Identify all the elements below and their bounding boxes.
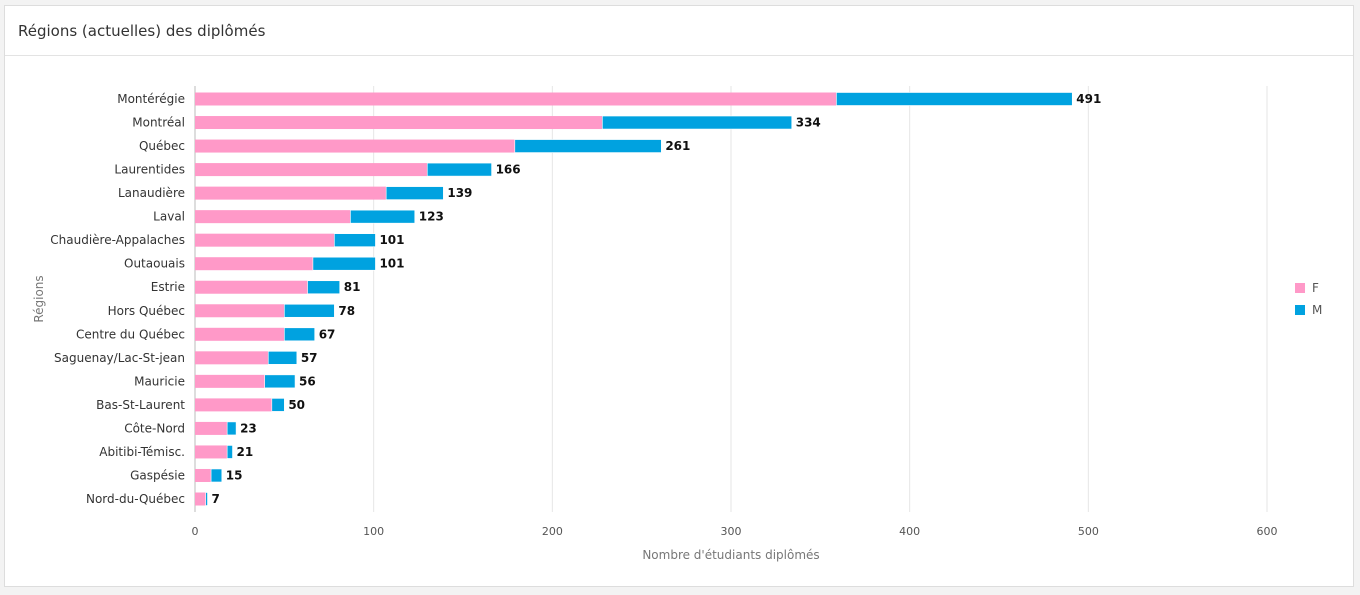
bar-segment-f xyxy=(195,327,285,341)
bar-segment-f xyxy=(195,351,269,365)
bar-total-label: 123 xyxy=(419,210,444,224)
bar-total-label: 101 xyxy=(379,257,404,271)
x-tick-label: 0 xyxy=(192,525,199,538)
bar-chart: 0 100 200 300 400 500 600 Montérégie 491 Montréal… xyxy=(32,86,1322,562)
bar-total-label: 101 xyxy=(379,233,404,247)
bar-segment-f xyxy=(195,468,212,482)
bar-segment-m xyxy=(226,445,233,459)
legend-swatch-m xyxy=(1295,305,1305,315)
category-label: Québec xyxy=(139,139,185,153)
bar-segment-f xyxy=(195,257,313,271)
bar-segment-m xyxy=(514,139,662,153)
bar-segment-f xyxy=(195,163,428,177)
x-tick-label: 300 xyxy=(721,525,742,538)
bar-total-label: 261 xyxy=(665,139,690,153)
bar-segment-f xyxy=(195,492,206,506)
category-label: Laval xyxy=(153,210,185,224)
bar-segment-m xyxy=(307,280,341,295)
bar-total-label: 78 xyxy=(338,304,355,318)
legend-label-f: F xyxy=(1312,281,1319,295)
chart-card: Régions (actuelles) des diplômés 0 100 200… xyxy=(4,5,1354,587)
bar-segment-m xyxy=(205,492,208,506)
bar-segment-m xyxy=(426,162,492,177)
bar-segment-f xyxy=(195,304,285,318)
category-label: Outaouais xyxy=(124,257,185,271)
y-axis-title: Régions xyxy=(32,275,46,322)
bar-segment-m xyxy=(836,92,1073,106)
bar-segment-f xyxy=(195,186,387,200)
x-tick-label: 500 xyxy=(1078,525,1099,538)
x-tick-label: 100 xyxy=(363,525,384,538)
bar-segment-f xyxy=(195,233,335,247)
bar-total-label: 7 xyxy=(212,492,220,506)
category-label: Abitibi-Témisc. xyxy=(99,445,185,459)
category-label: Chaudière-Appalaches xyxy=(50,233,185,247)
bar-total-label: 334 xyxy=(796,116,821,130)
category-label: Lanaudière xyxy=(118,186,185,200)
card-title: Régions (actuelles) des diplômés xyxy=(18,21,266,40)
card-header: Régions (actuelles) des diplômés xyxy=(5,6,1353,56)
category-label: Nord-du-Québec xyxy=(86,492,185,506)
bar-segment-f xyxy=(195,280,308,294)
bar-total-label: 67 xyxy=(319,327,336,341)
category-label: Montréal xyxy=(132,116,185,130)
bar-segment-f xyxy=(195,92,837,106)
x-tick-label: 400 xyxy=(899,525,920,538)
category-label: Laurentides xyxy=(114,163,185,177)
bar-total-label: 57 xyxy=(301,351,318,365)
bar-total-label: 21 xyxy=(237,445,254,459)
bar-total-label: 139 xyxy=(447,186,472,200)
bar-total-label: 166 xyxy=(496,163,521,177)
category-label: Bas-St-Laurent xyxy=(96,398,185,412)
bar-total-label: 81 xyxy=(344,280,361,294)
category-label: Mauricie xyxy=(134,374,185,388)
bar-segment-m xyxy=(271,398,285,412)
bar-segment-m xyxy=(385,186,444,200)
category-label: Côte-Nord xyxy=(124,421,185,435)
x-tick-label: 200 xyxy=(542,525,563,538)
bar-total-label: 15 xyxy=(226,468,243,482)
bar-segment-f xyxy=(195,398,272,412)
bar-total-label: 56 xyxy=(299,374,316,388)
category-label: Saguenay/Lac-St-jean xyxy=(54,351,185,365)
bar-segment-m xyxy=(284,303,335,318)
bar-total-label: 491 xyxy=(1076,92,1101,106)
bar-segment-f xyxy=(195,210,351,224)
bar-segment-m xyxy=(267,351,298,365)
bar-total-label: 50 xyxy=(288,398,305,412)
bar-segment-m xyxy=(226,421,237,436)
bar-segment-m xyxy=(284,327,316,342)
category-label: Montérégie xyxy=(117,92,185,106)
legend-label-m: M xyxy=(1312,303,1322,317)
bar-segment-f xyxy=(195,139,515,153)
category-label: Centre du Québec xyxy=(76,327,185,341)
bar-segment-f xyxy=(195,421,228,435)
bar-segment-m xyxy=(210,468,223,483)
bar-segment-m xyxy=(334,233,376,247)
bar-segment-m xyxy=(350,209,416,224)
bar-total-label: 23 xyxy=(240,421,257,435)
category-label: Hors Québec xyxy=(108,304,185,318)
bar-segment-m xyxy=(264,374,296,389)
bar-segment-f xyxy=(195,116,603,130)
x-tick-label: 600 xyxy=(1257,525,1278,538)
bar-segment-f xyxy=(195,374,265,388)
bar-segment-m xyxy=(602,115,793,130)
x-axis-title: Nombre d'étudiants diplômés xyxy=(642,548,819,562)
bar-segment-f xyxy=(195,445,228,459)
category-label: Estrie xyxy=(151,280,185,294)
legend-swatch-f xyxy=(1295,283,1305,293)
bar-segment-m xyxy=(312,256,376,271)
category-label: Gaspésie xyxy=(130,468,185,482)
